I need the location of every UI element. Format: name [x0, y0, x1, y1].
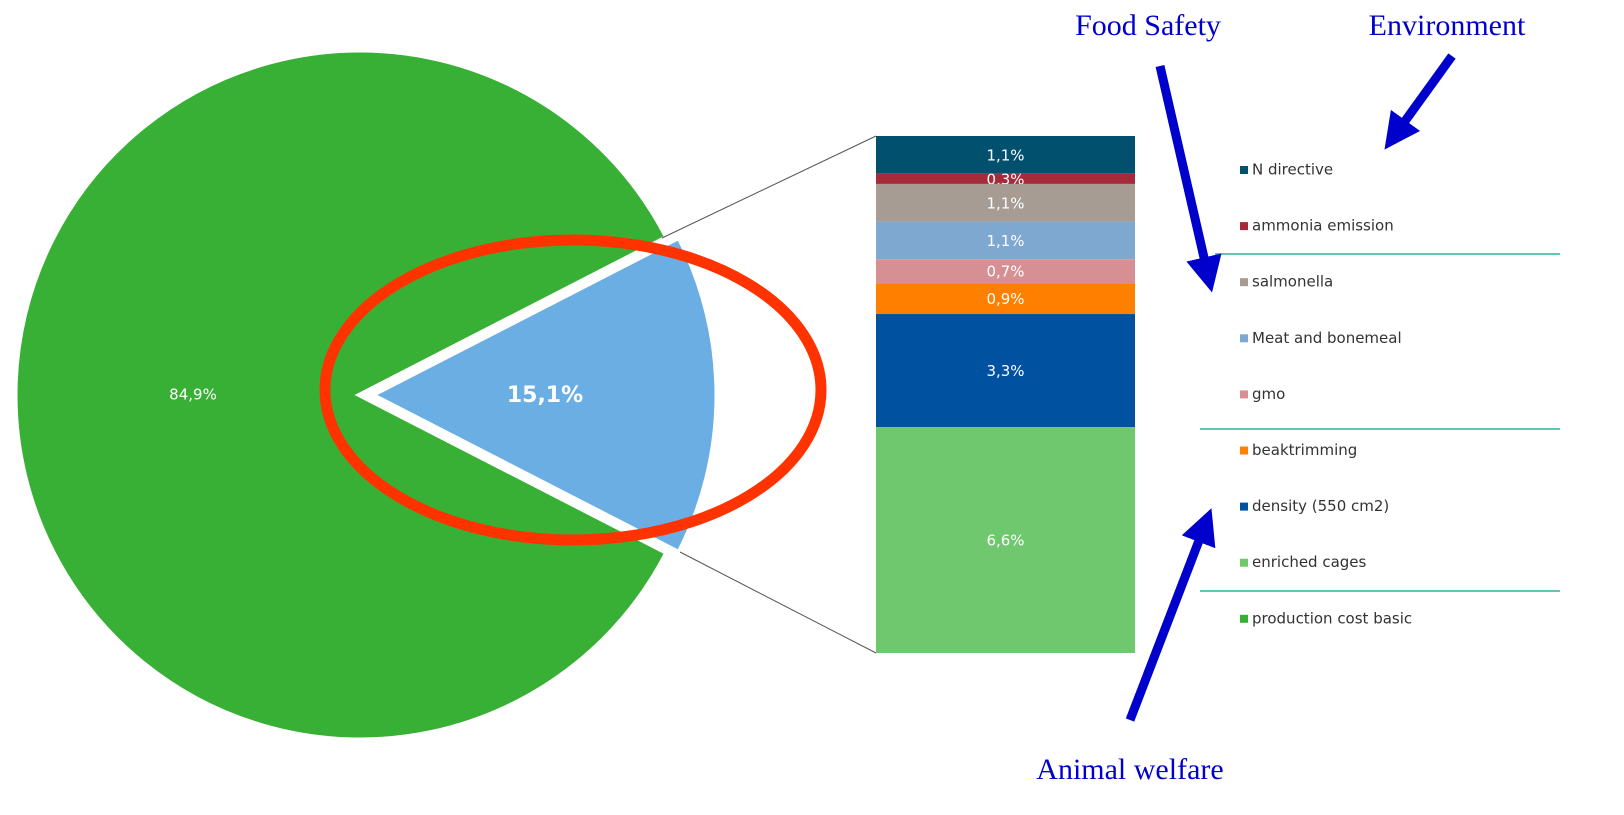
connector	[679, 551, 877, 654]
legend-label: density (550 cm2)	[1252, 497, 1389, 515]
legend-swatch	[1240, 278, 1248, 287]
highlight-ellipse	[319, 234, 827, 546]
bar-segment	[876, 183, 1135, 222]
annotation: Environment	[1369, 9, 1526, 42]
bar-label: 6,6%	[986, 532, 1024, 550]
separators	[1200, 253, 1560, 592]
legend-swatch	[1240, 334, 1248, 343]
pie-slice	[12, 47, 671, 743]
connector	[661, 135, 877, 239]
legend-swatch	[1240, 222, 1248, 231]
legend-label: enriched cages	[1252, 553, 1367, 571]
bar-segment	[876, 221, 1135, 260]
arrow	[1125, 508, 1216, 722]
arrow	[1384, 53, 1456, 150]
legend-swatch	[1240, 558, 1248, 567]
bar-label: 0,9%	[986, 290, 1024, 308]
arrow	[1155, 64, 1222, 293]
arrows	[1125, 53, 1456, 722]
bar-segment	[876, 314, 1135, 428]
legend-label: N directive	[1252, 161, 1333, 179]
legend-swatch	[1240, 166, 1248, 174]
pie-label: 84,9%	[169, 386, 217, 404]
bar-stack: 1,1% 0,3% 1,1% 1,1% 0,7% 0,9% 3,3% 6,6%	[876, 136, 1135, 653]
legend-label: beaktrimming	[1252, 441, 1357, 459]
annotation: Food Safety	[1075, 9, 1221, 42]
pie-label: 15,1%	[507, 383, 583, 408]
bar-segment	[876, 427, 1135, 653]
bar-segment	[876, 136, 1135, 174]
pie: 84,9% 15,1%	[12, 47, 720, 743]
bar-label: 1,1%	[986, 194, 1024, 212]
legend-swatch	[1240, 502, 1248, 511]
bar-segment	[876, 283, 1135, 315]
legend-swatch	[1240, 614, 1248, 623]
legend-label: production cost basic	[1252, 609, 1412, 627]
legend-swatch	[1240, 446, 1248, 455]
bar-label: 1,1%	[986, 146, 1024, 164]
legend: N directive ammonia emission salmonella Mea…	[1240, 161, 1412, 627]
bar-label: 1,1%	[986, 232, 1024, 250]
legend-label: gmo	[1252, 385, 1285, 403]
legend-label: Meat and bonemeal	[1252, 329, 1402, 347]
legend-swatch	[1240, 390, 1248, 399]
legend-label: salmonella	[1252, 273, 1333, 291]
annotation: Animal welfare	[1036, 753, 1223, 786]
bar-segment	[876, 259, 1135, 284]
bar-segment	[876, 173, 1135, 184]
bar-label: 0,3%	[986, 170, 1024, 188]
bar-label: 3,3%	[986, 362, 1024, 380]
bar-label: 0,7%	[986, 263, 1024, 281]
legend-label: ammonia emission	[1252, 217, 1394, 235]
